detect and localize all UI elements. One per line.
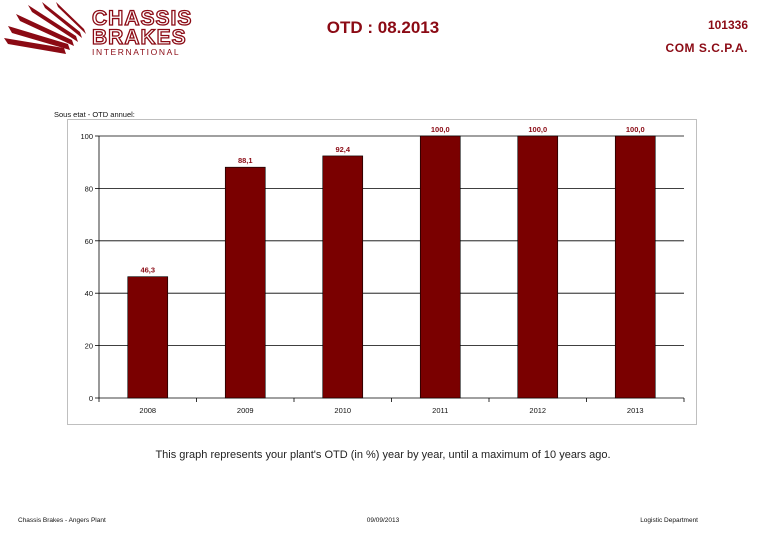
logo-text-brakes: BRAKES [91, 26, 187, 49]
chart-label: Sous etat - OTD annuel: [54, 110, 135, 119]
data-label: 92,4 [335, 145, 350, 154]
chart-caption: This graph represents your plant's OTD (… [155, 449, 611, 461]
supplier-code: 101336 [707, 18, 748, 32]
bar [614, 135, 656, 399]
bar [322, 155, 364, 399]
footer-plant: Chassis Brakes - Angers Plant [18, 517, 106, 524]
y-tick-label: 100 [80, 132, 93, 141]
x-tick-label: 2008 [139, 406, 156, 415]
data-label: 100,0 [528, 125, 547, 134]
footer-date: 09/09/2013 [366, 517, 400, 524]
y-tick-label: 60 [85, 237, 93, 246]
page-title: OTD : 08.2013 [326, 18, 440, 37]
y-tick-label: 80 [85, 184, 93, 193]
company-name: COM S.C.P.A. [665, 41, 748, 55]
logo-text-chassis: CHASSIS [91, 7, 193, 30]
footer-department: Logistic Department [640, 517, 698, 524]
x-tick-label: 2011 [432, 406, 448, 415]
logo-text-international: INTERNATIONAL [92, 47, 181, 57]
y-tick-label: 0 [89, 394, 93, 403]
x-tick-label: 2010 [334, 406, 351, 415]
data-label: 88,1 [238, 156, 253, 165]
bar [127, 276, 169, 399]
chart-frame [67, 119, 697, 425]
data-label: 100,0 [626, 125, 645, 134]
data-label: 100,0 [431, 125, 450, 134]
bar [224, 166, 266, 399]
x-tick-label: 2009 [237, 406, 254, 415]
y-tick-label: 20 [85, 342, 93, 351]
data-label: 46,3 [140, 266, 155, 275]
logo: CHASSIS BRAKES INTERNATIONAL [4, 2, 194, 56]
bar [517, 135, 559, 399]
x-tick-label: 2012 [529, 406, 546, 415]
bar [419, 135, 461, 399]
x-tick-label: 2013 [627, 406, 644, 415]
y-tick-label: 40 [85, 289, 93, 298]
logo-rays-icon [4, 2, 86, 54]
